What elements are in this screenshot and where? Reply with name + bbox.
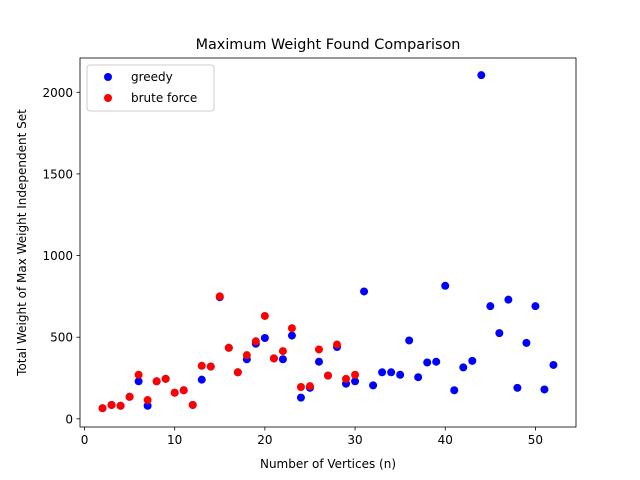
legend-box [86, 64, 215, 112]
point-greedy [351, 377, 360, 386]
y-axis-label: Total Weight of Max Weight Independent S… [15, 109, 29, 377]
point-brute-force [251, 337, 260, 346]
point-greedy [396, 370, 405, 379]
point-brute-force [134, 370, 143, 379]
x-tick-label: 0 [81, 433, 89, 447]
y-tick-label: 1500 [42, 167, 73, 181]
legend-marker-brute-force [104, 94, 112, 102]
point-brute-force [269, 354, 278, 363]
point-brute-force [161, 374, 170, 383]
point-greedy [468, 356, 477, 365]
point-greedy [549, 360, 558, 369]
point-greedy [423, 358, 432, 367]
point-brute-force [333, 340, 342, 349]
point-brute-force [296, 382, 305, 391]
point-greedy [504, 295, 513, 304]
point-greedy [143, 401, 152, 410]
point-greedy [369, 381, 378, 390]
point-brute-force [107, 400, 116, 409]
point-greedy [495, 329, 504, 338]
point-greedy [287, 331, 296, 340]
point-greedy [378, 368, 387, 377]
point-brute-force [143, 396, 152, 405]
point-brute-force [188, 400, 197, 409]
point-brute-force [152, 377, 161, 386]
point-brute-force [98, 404, 107, 413]
point-brute-force [287, 324, 296, 333]
y-tick-label: 2000 [42, 86, 73, 100]
plot-frame [79, 57, 577, 428]
point-greedy [296, 393, 305, 402]
legend-marker-greedy [104, 73, 112, 81]
point-greedy [360, 287, 369, 296]
point-brute-force [197, 361, 206, 370]
point-brute-force [324, 371, 332, 380]
legend-label-brute-force: brute force [131, 91, 197, 105]
x-tick-label: 10 [167, 433, 182, 447]
legend-label-greedy: greedy [131, 70, 173, 84]
x-tick-label: 30 [347, 433, 362, 447]
point-greedy [387, 368, 396, 377]
point-brute-force [342, 374, 351, 383]
point-greedy [260, 334, 269, 343]
point-brute-force [116, 401, 125, 410]
point-brute-force [314, 345, 323, 354]
point-greedy [486, 302, 495, 311]
point-greedy [477, 71, 486, 80]
x-axis-label: Number of Vertices (n) [260, 457, 396, 471]
point-greedy [414, 373, 423, 382]
point-brute-force [242, 351, 251, 360]
point-greedy [134, 377, 143, 386]
chart-title: Maximum Weight Found Comparison [196, 37, 461, 53]
x-tick-label: 50 [528, 433, 543, 447]
point-greedy [531, 302, 540, 311]
point-brute-force [170, 388, 179, 397]
point-brute-force [206, 362, 215, 371]
legend: greedy brute force [86, 64, 215, 112]
point-greedy [441, 281, 450, 290]
point-greedy [450, 386, 459, 395]
point-brute-force [305, 382, 314, 391]
y-tick-label: 1000 [42, 249, 73, 263]
plot-area [80, 58, 576, 427]
point-greedy [522, 338, 531, 347]
point-greedy [513, 383, 522, 392]
point-greedy [540, 385, 549, 394]
point-brute-force [215, 292, 224, 301]
y-tick-label: 0 [65, 412, 73, 426]
point-brute-force [351, 370, 360, 379]
x-tick-label: 20 [257, 433, 272, 447]
point-brute-force [224, 343, 233, 352]
point-brute-force [125, 392, 134, 401]
point-greedy [314, 357, 323, 366]
point-greedy [278, 355, 287, 364]
x-tick-label: 40 [438, 433, 453, 447]
point-greedy [459, 363, 468, 372]
point-brute-force [179, 386, 188, 395]
y-tick-label: 500 [50, 331, 73, 345]
point-greedy [197, 375, 206, 384]
data-points [98, 71, 558, 413]
point-greedy [405, 336, 414, 345]
point-brute-force [233, 368, 242, 377]
point-brute-force [278, 347, 287, 356]
point-greedy [432, 357, 441, 366]
point-brute-force [260, 311, 269, 320]
